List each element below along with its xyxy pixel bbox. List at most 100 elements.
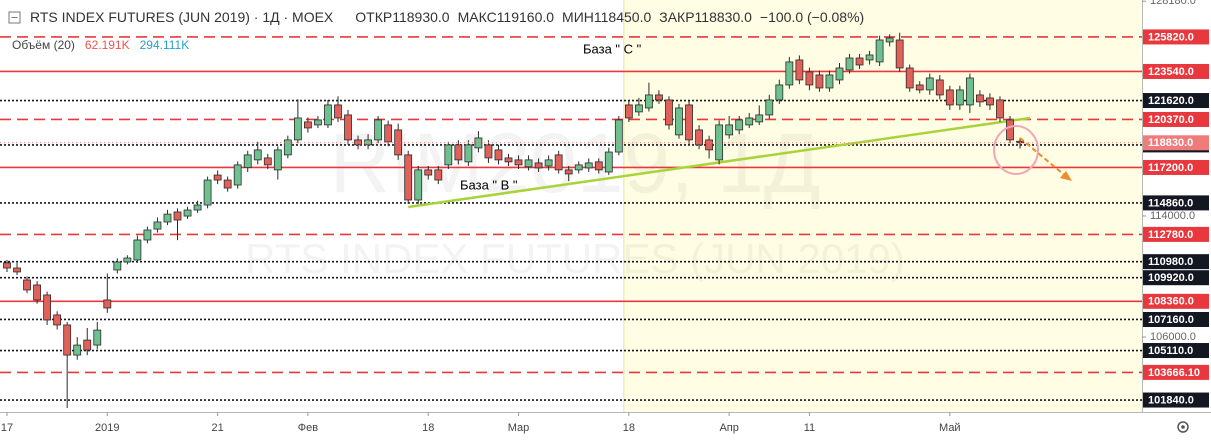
y-tick-label: 114000.0: [1150, 210, 1195, 222]
candle-body: [584, 162, 593, 169]
candle-body: [133, 239, 142, 261]
candle-body: [875, 39, 884, 63]
candle-body: [484, 144, 493, 159]
level-label: 108360.0: [1148, 296, 1194, 308]
candle-body: [33, 284, 41, 301]
candle-body: [223, 179, 232, 189]
candle-body: [725, 124, 734, 136]
candle-body: [905, 67, 914, 89]
level-label: 117200.0: [1148, 162, 1193, 174]
level-label-box: [1143, 311, 1209, 327]
candle-body: [424, 169, 433, 176]
volume-value: 62.191K: [85, 38, 130, 52]
candle-body: [233, 164, 242, 186]
candle-body: [594, 161, 603, 171]
volume-legend: Объём (20) 62.191K 294.111K: [12, 38, 189, 52]
level-label: 103666.10: [1148, 367, 1200, 379]
candle-body: [13, 267, 21, 273]
x-tick-label: 21: [212, 422, 224, 434]
arrow: [1019, 137, 1072, 181]
level-label-box: [1143, 111, 1209, 127]
candle-body: [775, 84, 784, 101]
candle-body: [945, 89, 954, 106]
candle-body: [83, 339, 92, 351]
candle-body: [695, 129, 703, 146]
current-price-label: 118830.0: [1148, 137, 1193, 149]
candle-body: [454, 144, 463, 161]
candle-body: [374, 119, 383, 141]
candle-body: [444, 144, 453, 166]
candle-body: [895, 39, 904, 69]
candle-body: [263, 157, 272, 166]
candle-body: [3, 262, 11, 269]
x-tick-label: Фев: [298, 422, 318, 434]
candle-body: [935, 79, 944, 96]
candle-body: [123, 257, 132, 263]
candle-body: [835, 67, 844, 81]
level-label: 121620.0: [1148, 95, 1194, 107]
candle-body: [986, 97, 994, 106]
level-label-box: [1143, 29, 1209, 45]
candle-body: [253, 149, 262, 161]
level-label: 123540.0: [1148, 66, 1194, 78]
candle-body: [193, 204, 202, 211]
candle-body: [925, 77, 934, 91]
candle-body: [213, 174, 222, 181]
level-label-box: [1143, 226, 1209, 242]
ohlc-value: 118830.0: [695, 9, 753, 25]
level-label: 107160.0: [1148, 314, 1194, 326]
chart-title: RTS INDEX FUTURES (JUN 2019) · 1Д · MOEX: [30, 9, 334, 25]
candle-body: [996, 99, 1004, 119]
candle-body: [103, 299, 112, 309]
ohlc-label: МАКС: [458, 9, 497, 25]
candle-body: [825, 74, 834, 89]
level-label-box: [1143, 270, 1209, 286]
level-label: 101840.0: [1148, 394, 1194, 406]
candle-body: [624, 104, 633, 119]
candle-body: [604, 151, 613, 173]
watermark: RTS INDEX FUTURES (JUN 2019): [245, 235, 905, 282]
candle-body: [273, 149, 282, 171]
candle-body: [544, 159, 553, 167]
ohlc-label: ЗАКР: [659, 9, 694, 25]
candle-body: [715, 124, 724, 161]
candle-body: [293, 117, 302, 141]
candle-body: [494, 149, 503, 161]
candle-body: [73, 344, 82, 356]
candle-body: [705, 139, 713, 151]
candle-body: [303, 121, 312, 129]
x-tick-label: 18: [422, 422, 434, 434]
candle-body: [173, 211, 182, 221]
candle-body: [314, 119, 322, 126]
candle-body: [955, 89, 964, 106]
candle-body: [514, 159, 523, 166]
candle-body: [384, 124, 393, 143]
y-tick-label: 106000.0: [1150, 331, 1196, 343]
plot-area: RIM2019, 1Д RTS INDEX FUTURES (JUN 2019): [0, 0, 1142, 412]
candle-body: [915, 84, 924, 91]
candle-body: [755, 114, 764, 123]
level-label: 120370.0: [1148, 114, 1194, 126]
settings-icon[interactable]: [1177, 421, 1189, 433]
candle-body: [324, 104, 332, 126]
level-label-box: [1143, 392, 1209, 408]
candle-body: [976, 94, 984, 103]
ohlc-label: МИН: [562, 9, 594, 25]
candle-body: [865, 54, 874, 61]
level-label: 125820.0: [1148, 31, 1194, 43]
level-label: 110980.0: [1148, 256, 1193, 268]
candle-body: [795, 59, 804, 81]
candle-body: [534, 162, 543, 169]
candle-body: [634, 104, 643, 113]
ohlc-value: 119160.0: [497, 9, 555, 25]
collapse-icon[interactable]: [8, 11, 21, 24]
candle-body: [574, 164, 583, 171]
y-tick-label: 128180.0: [1150, 0, 1196, 7]
level-label: 105110.0: [1148, 345, 1193, 357]
candle-body: [243, 154, 252, 169]
annotation: База " В ": [460, 177, 518, 192]
highlight-circle: [993, 125, 1039, 175]
candle-body: [965, 77, 974, 106]
